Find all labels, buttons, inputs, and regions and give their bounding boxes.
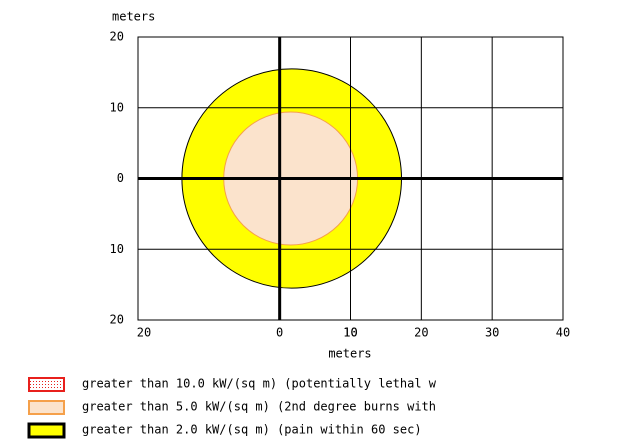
x-tick-label: 20 bbox=[414, 326, 428, 340]
x-tick-label: 30 bbox=[485, 326, 499, 340]
x-tick-label: 10 bbox=[343, 326, 357, 340]
y-tick-label: 20 bbox=[110, 313, 124, 327]
x-tick-label: 0 bbox=[276, 326, 283, 340]
legend-swatch-pattern bbox=[30, 379, 63, 390]
legend-label: greater than 10.0 kW/(sq m) (potentially… bbox=[82, 377, 437, 391]
x-tick-label: 10 bbox=[343, 326, 357, 340]
legend-label: greater than 2.0 kW/(sq m) (pain within … bbox=[82, 423, 422, 437]
legend-swatch bbox=[27, 422, 66, 439]
x-tick-label: 40 bbox=[556, 326, 570, 340]
x-axis-label: meters bbox=[328, 347, 371, 361]
legend-label: greater than 5.0 kW/(sq m) (2nd degree b… bbox=[82, 400, 436, 414]
y-tick-label: 0 bbox=[117, 171, 124, 185]
y-tick-label: 20 bbox=[110, 30, 124, 44]
x-tick-label: 20 bbox=[137, 326, 151, 340]
y-tick-label: 10 bbox=[110, 100, 124, 114]
legend-swatch bbox=[28, 400, 65, 415]
y-tick-label: 10 bbox=[110, 242, 124, 256]
y-axis-label: meters bbox=[112, 10, 155, 24]
